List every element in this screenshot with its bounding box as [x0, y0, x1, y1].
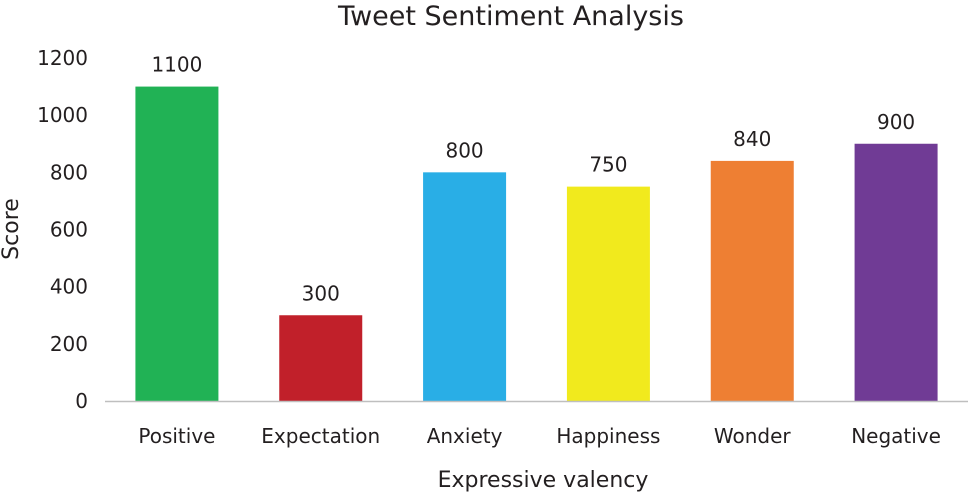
y-tick-label: 200: [50, 332, 88, 356]
bar: [279, 315, 363, 401]
bar: [135, 86, 219, 401]
y-tick-label: 1200: [37, 46, 88, 70]
x-tick-label: Positive: [138, 424, 215, 448]
data-label: 900: [877, 110, 915, 134]
y-tick-label: 800: [50, 160, 88, 184]
y-tick-label: 600: [50, 218, 88, 242]
bar: [710, 160, 794, 401]
y-tick-label: 1000: [37, 103, 88, 127]
bar: [423, 172, 507, 401]
bar: [854, 143, 938, 401]
x-tick-label: Expectation: [261, 424, 380, 448]
data-label: 300: [302, 281, 340, 305]
bars: [135, 86, 938, 401]
x-tick-label: Negative: [851, 424, 941, 448]
x-axis-ticks: Positive Expectation Anxiety Happiness Wonde…: [138, 424, 941, 448]
x-tick-label: Wonder: [714, 424, 792, 448]
x-tick-label: Anxiety: [427, 424, 503, 448]
bar: [566, 186, 650, 401]
x-tick-label: Happiness: [556, 424, 660, 448]
y-axis-ticks: 0 200 400 600 800 1000 1200: [37, 46, 88, 413]
chart-title: Tweet Sentiment Analysis: [337, 1, 684, 32]
data-label: 1100: [151, 53, 202, 77]
data-label: 750: [589, 153, 627, 177]
y-tick-label: 400: [50, 275, 88, 299]
data-label: 840: [733, 127, 771, 151]
data-labels: 1100 300 800 750 840 900: [151, 53, 915, 306]
x-axis-title: Expressive valency: [438, 468, 649, 493]
y-tick-label: 0: [75, 389, 88, 413]
data-label: 800: [445, 138, 483, 162]
y-axis-title: Score: [0, 198, 24, 260]
